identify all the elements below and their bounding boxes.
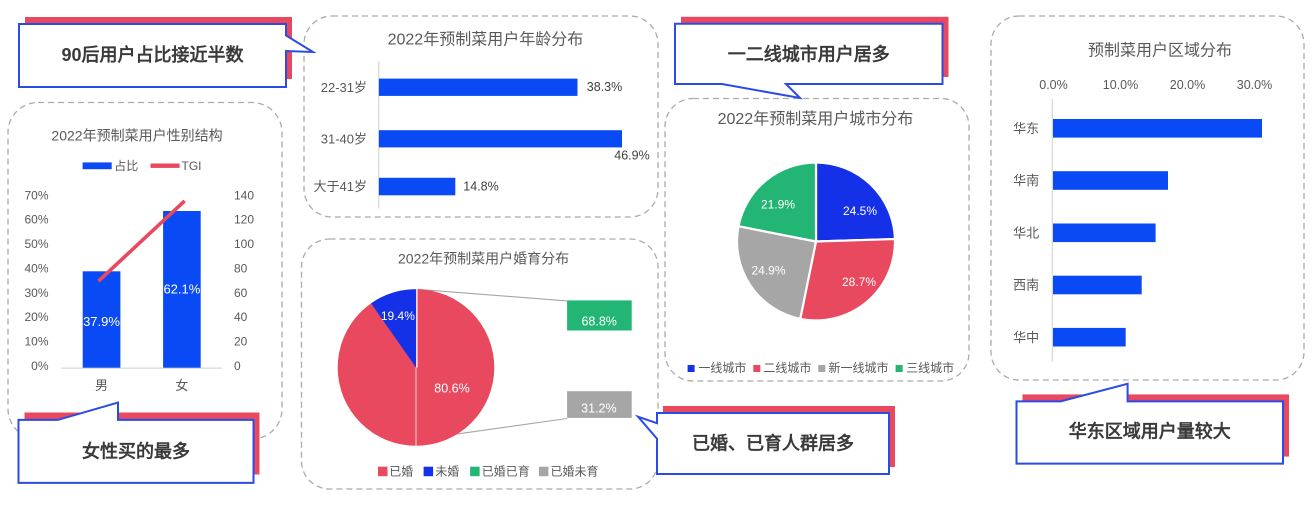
svg-text:31.2%: 31.2% <box>581 401 616 415</box>
svg-text:女: 女 <box>175 378 188 393</box>
svg-text:80: 80 <box>234 261 248 275</box>
svg-text:华北: 华北 <box>1013 226 1039 241</box>
svg-text:37.9%: 37.9% <box>83 314 120 329</box>
svg-text:24.5%: 24.5% <box>843 204 877 218</box>
svg-text:20: 20 <box>234 335 248 349</box>
svg-text:40%: 40% <box>24 261 48 275</box>
svg-text:20.0%: 20.0% <box>1170 78 1205 92</box>
svg-text:未婚: 未婚 <box>435 464 459 478</box>
svg-text:2022年预制菜用户婚育分布: 2022年预制菜用户婚育分布 <box>398 251 569 267</box>
svg-text:已婚: 已婚 <box>389 464 413 478</box>
svg-text:46.9%: 46.9% <box>614 149 649 163</box>
svg-text:62.1%: 62.1% <box>163 281 200 296</box>
svg-text:预制菜用户区域分布: 预制菜用户区域分布 <box>1088 42 1232 60</box>
svg-text:2022年预制菜用户年龄分布: 2022年预制菜用户年龄分布 <box>388 31 584 49</box>
svg-text:已婚已育: 已婚已育 <box>482 463 530 478</box>
svg-text:120: 120 <box>234 213 254 227</box>
svg-text:80.6%: 80.6% <box>434 381 469 395</box>
svg-text:华东: 华东 <box>1013 121 1039 136</box>
svg-text:三线城市: 三线城市 <box>906 360 954 375</box>
svg-text:60: 60 <box>234 286 248 300</box>
svg-text:已婚、已育人群居多: 已婚、已育人群居多 <box>692 433 854 454</box>
svg-text:31-40岁: 31-40岁 <box>321 131 367 146</box>
svg-text:华东区域用户量较大: 华东区域用户量较大 <box>1069 421 1231 442</box>
svg-text:60%: 60% <box>24 213 48 227</box>
svg-text:30.0%: 30.0% <box>1237 78 1272 92</box>
svg-text:10.0%: 10.0% <box>1103 78 1138 92</box>
svg-text:一二线城市用户居多: 一二线城市用户居多 <box>728 44 890 65</box>
svg-text:女性买的最多: 女性买的最多 <box>82 441 190 462</box>
svg-text:38.3%: 38.3% <box>587 80 622 94</box>
svg-text:68.8%: 68.8% <box>581 314 616 328</box>
svg-text:男: 男 <box>95 378 108 393</box>
svg-text:14.8%: 14.8% <box>463 180 498 194</box>
svg-text:二线城市: 二线城市 <box>763 360 811 375</box>
svg-text:华中: 华中 <box>1013 330 1039 345</box>
svg-text:0: 0 <box>234 359 241 373</box>
svg-text:50%: 50% <box>24 237 48 251</box>
svg-text:21.9%: 21.9% <box>761 198 795 212</box>
svg-text:19.4%: 19.4% <box>381 309 415 323</box>
svg-text:TGI: TGI <box>182 159 202 173</box>
svg-text:22-31岁: 22-31岁 <box>321 80 367 95</box>
svg-text:2022年预制菜用户城市分布: 2022年预制菜用户城市分布 <box>718 110 914 128</box>
svg-text:28.7%: 28.7% <box>842 275 876 289</box>
svg-text:西南: 西南 <box>1013 278 1039 293</box>
svg-text:24.9%: 24.9% <box>751 264 785 278</box>
svg-text:100: 100 <box>234 237 254 251</box>
svg-text:华南: 华南 <box>1013 173 1039 188</box>
svg-text:占比: 占比 <box>114 158 138 173</box>
svg-text:已婚未育: 已婚未育 <box>551 463 599 478</box>
svg-text:新一线城市: 新一线城市 <box>829 360 889 375</box>
svg-text:40: 40 <box>234 310 248 324</box>
svg-text:2022年预制菜用户性别结构: 2022年预制菜用户性别结构 <box>51 128 222 144</box>
svg-text:10%: 10% <box>24 335 48 349</box>
svg-text:大于41岁: 大于41岁 <box>314 179 367 194</box>
svg-text:0.0%: 0.0% <box>1039 78 1068 92</box>
svg-text:0%: 0% <box>31 359 49 373</box>
svg-text:140: 140 <box>234 188 254 202</box>
svg-text:20%: 20% <box>24 310 48 324</box>
svg-text:30%: 30% <box>24 286 48 300</box>
svg-text:70%: 70% <box>24 188 48 202</box>
svg-text:一线城市: 一线城市 <box>698 360 746 375</box>
svg-text:90后用户占比接近半数: 90后用户占比接近半数 <box>61 44 244 65</box>
